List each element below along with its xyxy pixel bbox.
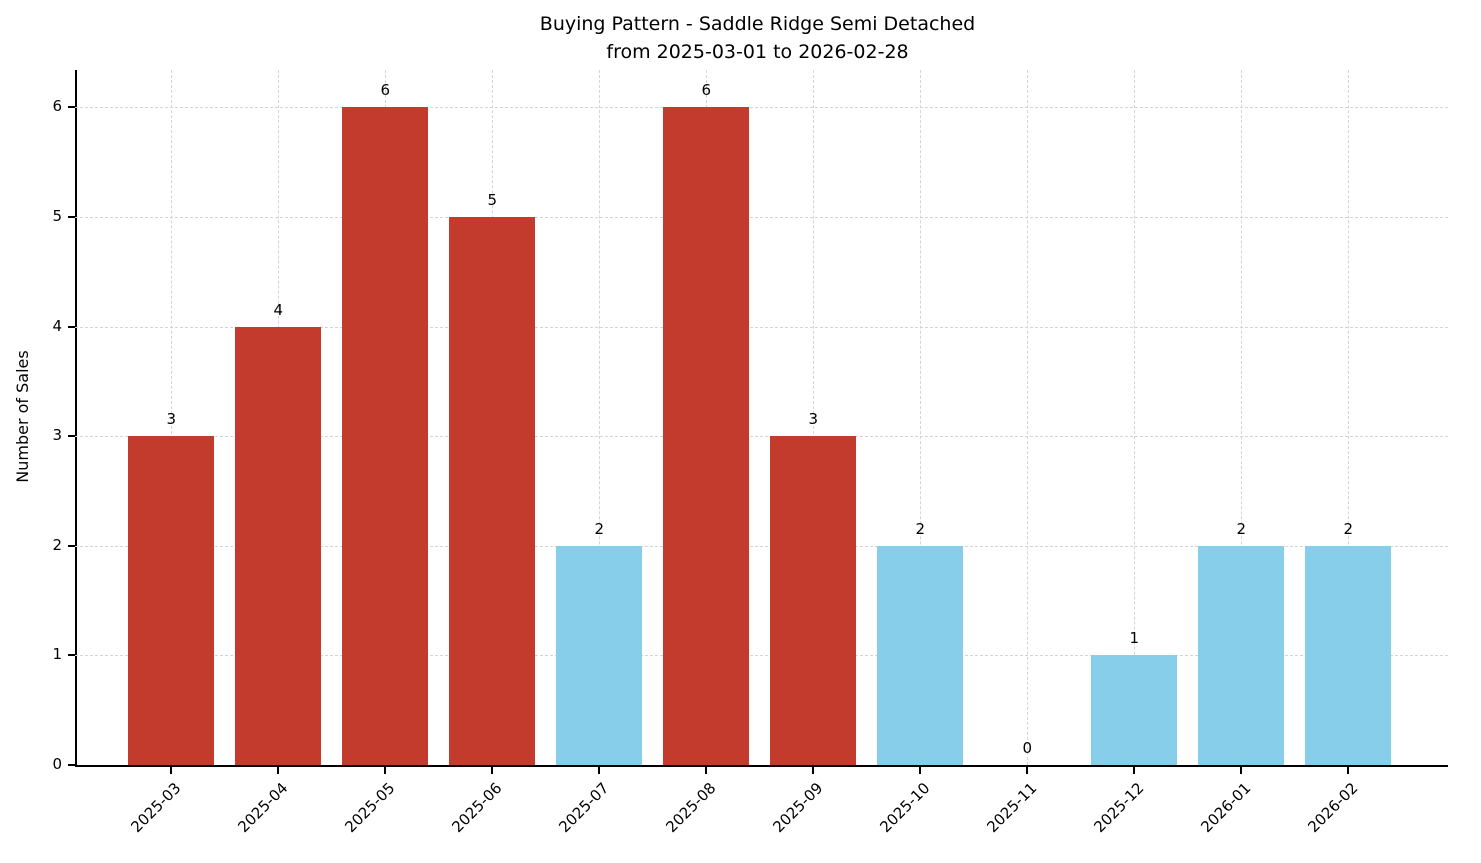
x-tick [812, 767, 815, 774]
h-gridline [75, 107, 1448, 109]
bar [1198, 545, 1285, 765]
y-tick-label: 0 [52, 755, 62, 773]
bar [663, 107, 750, 765]
y-axis-spine [75, 70, 77, 767]
bar-value-label: 2 [915, 519, 926, 538]
bar [877, 545, 964, 765]
bar [449, 216, 536, 765]
x-tick [1133, 767, 1136, 774]
x-tick [705, 767, 708, 774]
v-gridline [920, 70, 922, 765]
x-tick-label-text: 2026-02 [1303, 779, 1362, 837]
y-tick-label: 4 [52, 316, 62, 335]
h-gridline [75, 326, 1448, 328]
x-axis-spine [75, 765, 1448, 767]
chart-subtitle: from 2025-03-01 to 2026-02-28 [606, 40, 909, 63]
bar [128, 436, 215, 765]
bar-value-label: 4 [273, 300, 284, 319]
x-tick [384, 767, 387, 774]
v-gridline [171, 70, 173, 765]
h-gridline [75, 216, 1448, 218]
y-tick [68, 435, 75, 438]
y-tick-label: 1 [52, 645, 62, 664]
bar [235, 326, 322, 765]
v-gridline [1027, 70, 1029, 765]
x-tick [277, 767, 280, 774]
y-axis-label: Number of Sales [13, 350, 32, 483]
bar-value-label: 0 [1022, 739, 1033, 757]
x-tick [1347, 767, 1350, 774]
bar-value-label: 2 [594, 519, 605, 538]
h-gridline [75, 545, 1448, 547]
bar-value-label: 6 [701, 81, 712, 100]
h-gridline [75, 436, 1448, 438]
bar [1091, 655, 1178, 765]
bar-value-label: 3 [166, 410, 177, 429]
chart-title: Buying Pattern - Saddle Ridge Semi Detac… [539, 13, 976, 35]
bar [770, 436, 857, 765]
x-tick [598, 767, 601, 774]
y-tick [68, 215, 75, 218]
x-tick [1240, 767, 1243, 774]
v-gridline [1134, 70, 1136, 765]
y-tick [68, 325, 75, 328]
bar-value-label: 2 [1343, 519, 1354, 538]
y-tick-label: 3 [52, 426, 62, 445]
v-gridline [1241, 70, 1243, 765]
x-tick-label: 2026-02 [1128, 779, 1361, 836]
y-tick [68, 654, 75, 657]
y-tick-label: 6 [52, 97, 62, 116]
v-gridline [599, 70, 601, 765]
y-tick [68, 764, 75, 766]
x-tick [919, 767, 922, 774]
x-tick [170, 767, 173, 774]
chart-title-block: Buying Pattern - Saddle Ridge Semi Detac… [75, 11, 1440, 66]
bar-value-label: 3 [808, 410, 819, 429]
bar [556, 545, 643, 765]
v-gridline [813, 70, 815, 765]
bar [1305, 545, 1392, 765]
y-tick-label: 5 [52, 206, 62, 225]
bar-value-label: 5 [487, 190, 498, 209]
x-tick [1026, 767, 1029, 774]
y-tick-label: 2 [52, 535, 62, 554]
y-tick [68, 106, 75, 109]
bar-value-label: 1 [1129, 629, 1140, 648]
bar [342, 107, 429, 765]
bar-value-label: 2 [1236, 519, 1247, 538]
y-tick [68, 544, 75, 547]
v-gridline [1348, 70, 1350, 765]
h-gridline [75, 655, 1448, 657]
bar-value-label: 6 [380, 81, 391, 100]
x-tick [491, 767, 494, 774]
